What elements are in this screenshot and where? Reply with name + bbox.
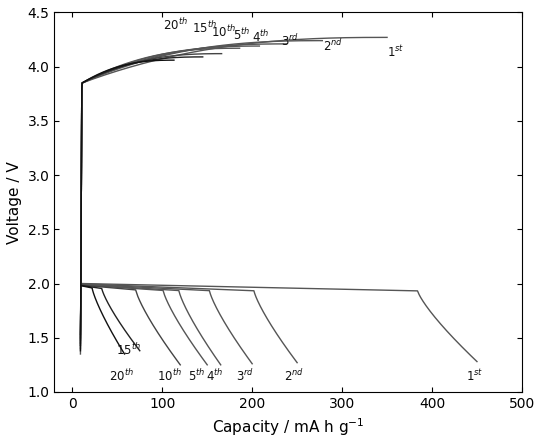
- Text: 15$^{th}$: 15$^{th}$: [192, 20, 217, 36]
- Text: 20$^{th}$: 20$^{th}$: [109, 368, 134, 384]
- Text: 5$^{th}$: 5$^{th}$: [188, 368, 205, 384]
- Text: 5$^{th}$: 5$^{th}$: [233, 27, 250, 43]
- X-axis label: Capacity / mA h g$^{-1}$: Capacity / mA h g$^{-1}$: [212, 417, 364, 438]
- Text: 4$^{th}$: 4$^{th}$: [205, 368, 223, 384]
- Y-axis label: Voltage / V: Voltage / V: [7, 161, 22, 243]
- Text: 15$^{th}$: 15$^{th}$: [115, 342, 140, 358]
- Text: 2$^{nd}$: 2$^{nd}$: [285, 368, 305, 384]
- Text: 1$^{st}$: 1$^{st}$: [466, 368, 483, 384]
- Text: 20$^{th}$: 20$^{th}$: [163, 17, 188, 33]
- Text: 1$^{st}$: 1$^{st}$: [388, 44, 405, 60]
- Text: 10$^{th}$: 10$^{th}$: [157, 368, 182, 384]
- Text: 3$^{rd}$: 3$^{rd}$: [281, 33, 299, 49]
- Text: 2$^{nd}$: 2$^{nd}$: [323, 38, 343, 54]
- Text: 3$^{rd}$: 3$^{rd}$: [236, 368, 254, 384]
- Text: 10$^{th}$: 10$^{th}$: [211, 24, 236, 40]
- Text: 4$^{th}$: 4$^{th}$: [253, 29, 270, 45]
